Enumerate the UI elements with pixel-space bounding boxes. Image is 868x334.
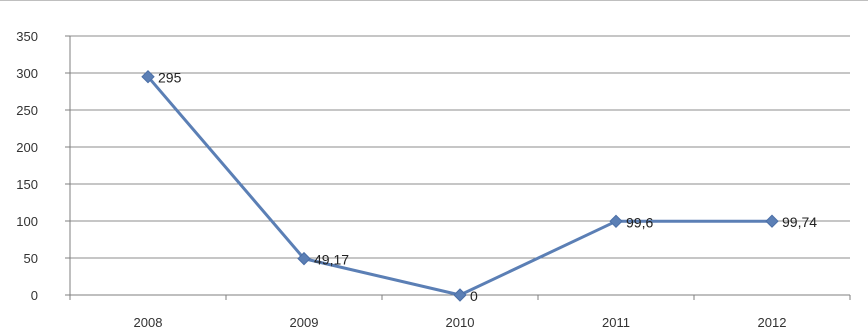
y-tick-label: 200	[16, 140, 38, 155]
data-point-2009	[297, 251, 311, 266]
data-label-2009: 49,17	[314, 252, 349, 268]
data-labels: 295 49,17 0 99,6 99,74	[158, 70, 817, 304]
x-tick-label: 2010	[446, 315, 475, 330]
y-tick-label: 350	[16, 29, 38, 44]
data-label-2011: 99,6	[626, 214, 653, 230]
y-tick-label: 50	[24, 251, 38, 266]
y-tick-label: 250	[16, 103, 38, 118]
x-tick-label: 2009	[290, 315, 319, 330]
gridlines	[70, 35, 850, 259]
data-point-2011	[609, 214, 623, 229]
x-tick-labels: 2008 2009 2010 2011 2012	[134, 315, 787, 330]
y-tick-label: 300	[16, 66, 38, 81]
x-tick-label: 2008	[134, 315, 163, 330]
data-point-2010	[453, 288, 467, 302]
x-tick-label: 2011	[602, 315, 630, 330]
series-group	[141, 69, 779, 302]
axes	[65, 35, 851, 300]
y-tick-label: 0	[31, 288, 38, 303]
data-label-2012: 99,74	[782, 214, 817, 230]
data-label-2008: 295	[158, 70, 182, 86]
y-tick-label: 150	[16, 177, 38, 192]
data-label-2010: 0	[470, 288, 478, 304]
series-line	[146, 75, 773, 297]
data-point-2012	[765, 214, 779, 228]
y-tick-labels: 0 50 100 150 200 250 300 350	[16, 29, 38, 303]
data-point-2008	[141, 69, 155, 84]
y-tick-label: 100	[16, 214, 38, 229]
x-tick-label: 2012	[758, 315, 787, 330]
